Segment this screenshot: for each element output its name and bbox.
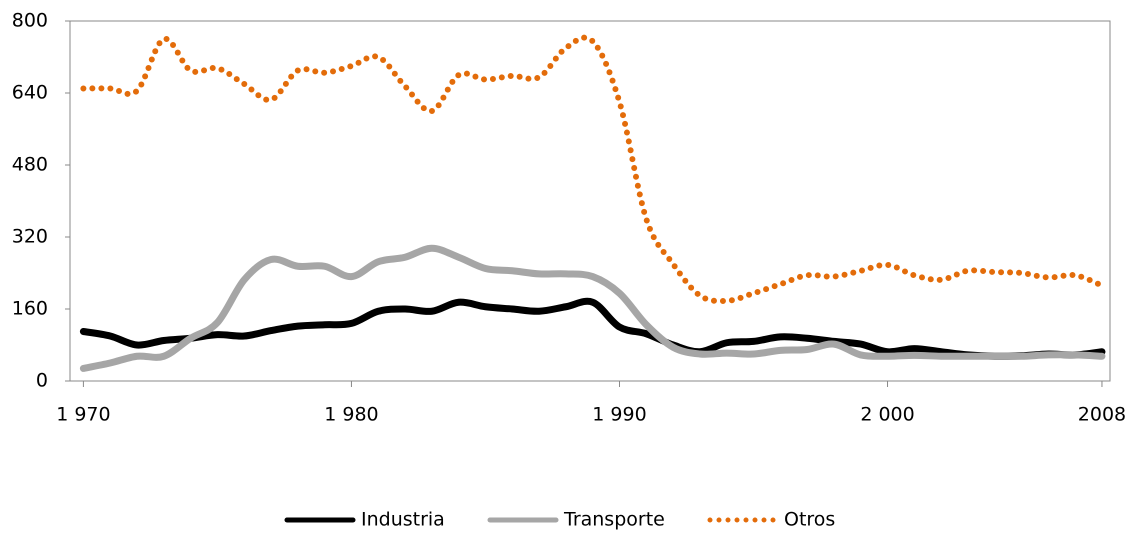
x-tick-label: 1 990 xyxy=(592,404,646,426)
legend-label: Otros xyxy=(784,509,835,531)
legend-label: Transporte xyxy=(563,509,665,531)
y-tick-label: 0 xyxy=(36,370,48,392)
y-tick-label: 320 xyxy=(12,226,48,248)
y-tick-label: 640 xyxy=(12,82,48,104)
series-line xyxy=(80,34,1105,305)
series-line xyxy=(79,244,1106,372)
x-tick-label: 1 970 xyxy=(56,404,110,426)
y-tick-label: 800 xyxy=(12,10,48,32)
y-tick-label: 160 xyxy=(12,298,48,320)
x-tick-label: 2008 xyxy=(1078,404,1126,426)
x-tick-label: 1 980 xyxy=(324,404,378,426)
x-tick-label: 2 000 xyxy=(860,404,914,426)
series-line xyxy=(79,297,1106,360)
legend-label: Industria xyxy=(361,509,445,531)
y-tick-label: 480 xyxy=(12,154,48,176)
plot-frame xyxy=(69,20,1111,382)
